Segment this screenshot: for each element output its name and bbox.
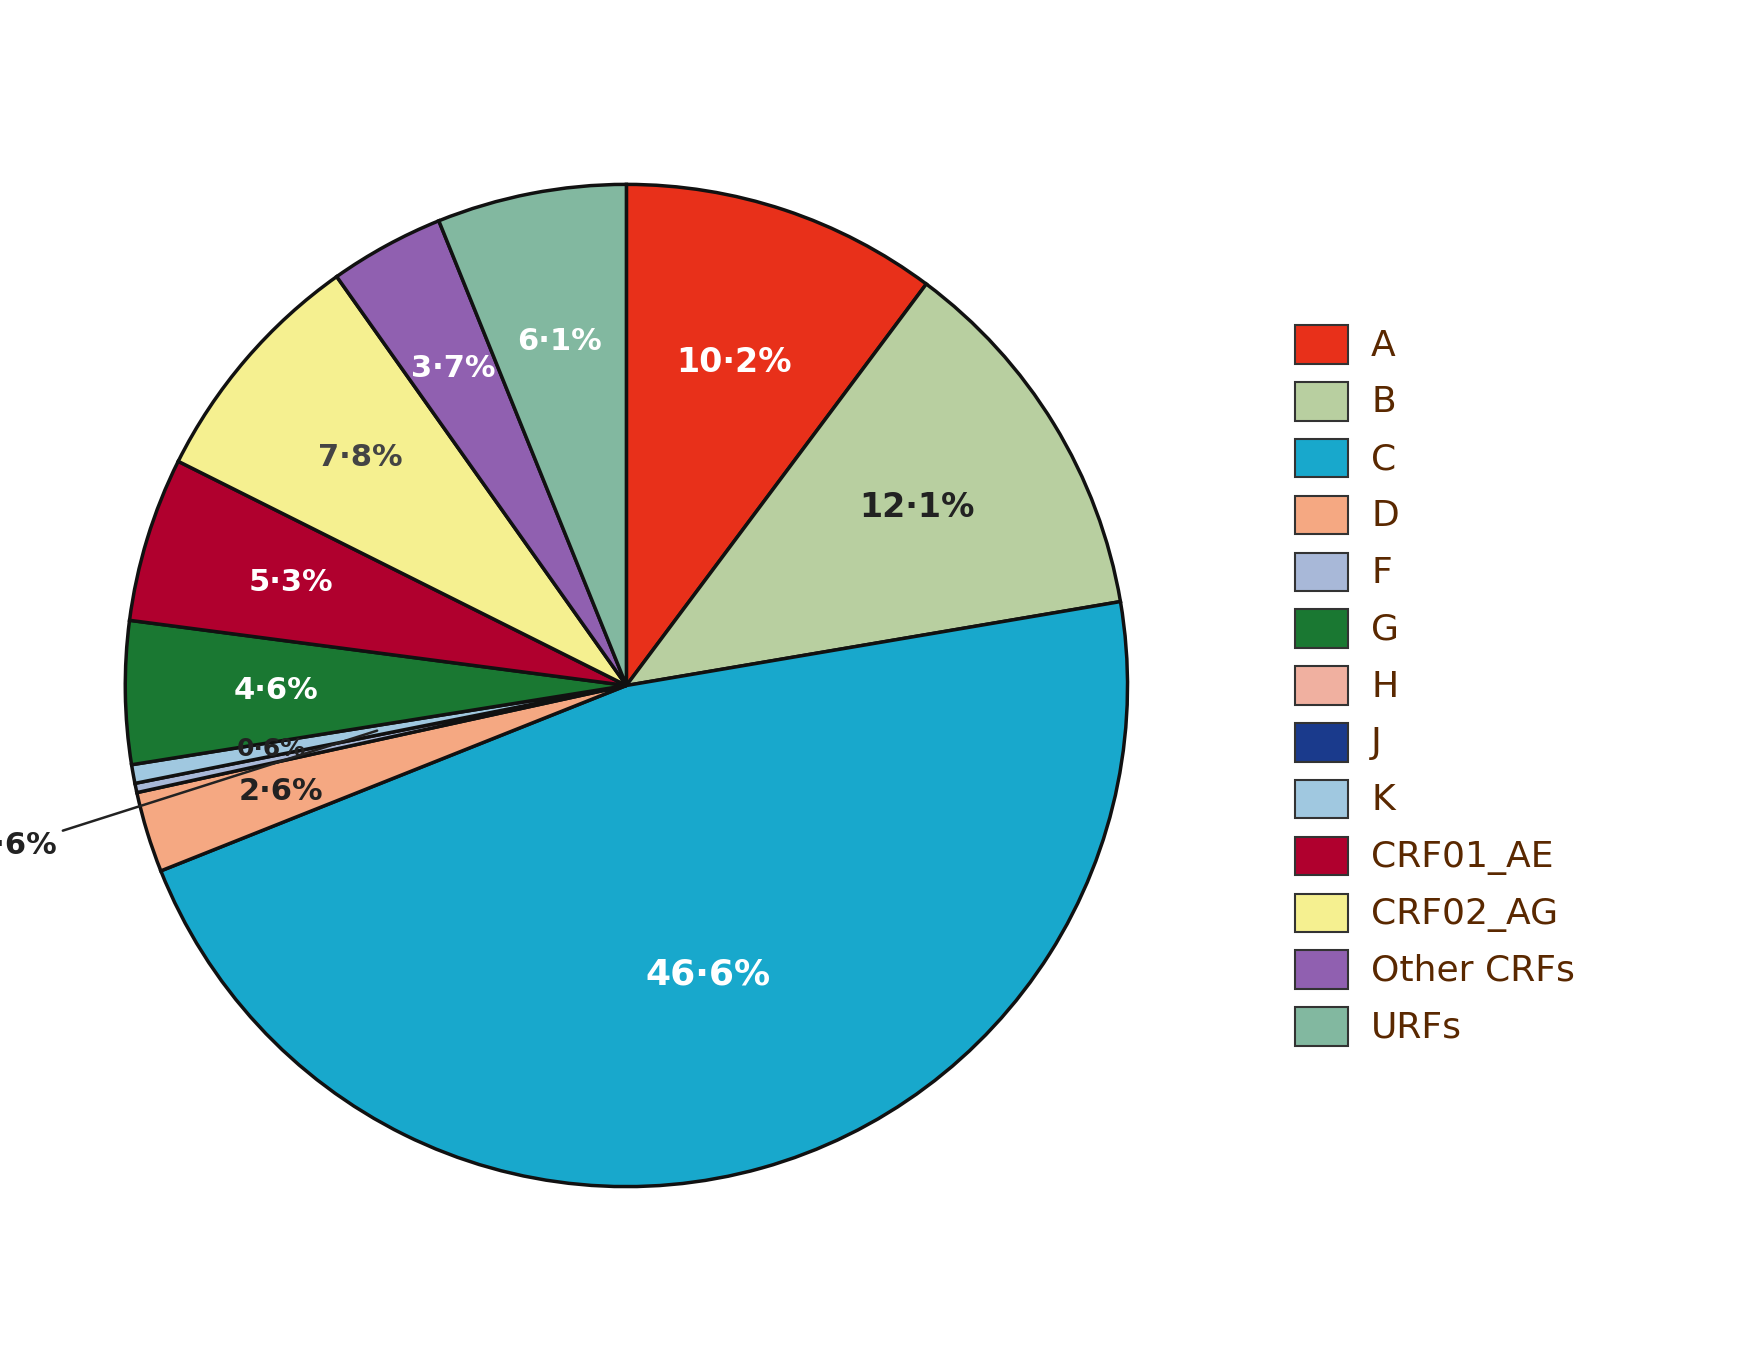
Text: 6·1%: 6·1%: [516, 326, 602, 355]
Legend: A, B, C, D, F, G, H, J, K, CRF01_AE, CRF02_AG, Other CRFs, URFs: A, B, C, D, F, G, H, J, K, CRF01_AE, CRF…: [1294, 325, 1574, 1046]
Wedge shape: [125, 620, 626, 765]
Wedge shape: [626, 284, 1120, 686]
Text: 12·1%: 12·1%: [859, 491, 974, 524]
Text: 0·6%: 0·6%: [0, 731, 377, 861]
Wedge shape: [137, 686, 626, 871]
Wedge shape: [132, 686, 626, 783]
Text: 10·2%: 10·2%: [676, 345, 791, 378]
Wedge shape: [177, 277, 626, 686]
Text: 0·6%: 0·6%: [237, 738, 306, 761]
Wedge shape: [136, 686, 626, 792]
Text: 5·3%: 5·3%: [249, 569, 334, 598]
Wedge shape: [129, 461, 626, 686]
Text: 3·7%: 3·7%: [410, 354, 496, 384]
Wedge shape: [160, 602, 1127, 1187]
Text: 2·6%: 2·6%: [238, 776, 323, 806]
Wedge shape: [337, 221, 626, 686]
Text: 46·6%: 46·6%: [645, 958, 770, 993]
Text: 7·8%: 7·8%: [318, 443, 402, 472]
Text: 4·6%: 4·6%: [233, 676, 318, 705]
Wedge shape: [438, 184, 626, 686]
Wedge shape: [626, 184, 925, 686]
